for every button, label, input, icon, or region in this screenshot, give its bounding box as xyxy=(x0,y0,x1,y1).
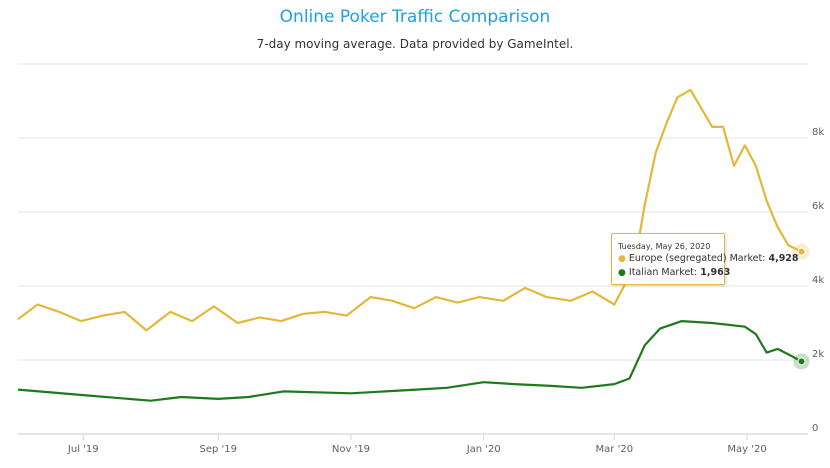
series-line-1 xyxy=(17,320,803,402)
y-tick-label: 4k xyxy=(812,275,824,286)
y-tick-label: 2k xyxy=(812,349,824,360)
hover-marker-0 xyxy=(797,247,806,256)
tooltip-row-europe: ● Europe (segregated) Market: 4,928 xyxy=(618,253,799,264)
tooltip: Tuesday, May 26, 2020 ● Europe (segregat… xyxy=(611,233,799,285)
x-tick-label: Sep '19 xyxy=(199,444,237,455)
series-layer xyxy=(17,88,803,402)
y-tick-label: 6k xyxy=(812,201,824,212)
tooltip-europe-label: Europe (segregated) Market xyxy=(628,253,763,264)
europe-dot-icon: ● xyxy=(618,254,626,264)
marker-layer xyxy=(793,243,810,370)
chart-title: Online Poker Traffic Comparison xyxy=(279,7,551,27)
axis-layer: 0 2k 4k 6k 8k Jul '19 Sep '19 Nov '19 Jan '20 Mar… xyxy=(67,127,824,455)
y-tick-label: 8k xyxy=(812,127,824,138)
grid-layer xyxy=(18,63,808,435)
tooltip-date: Tuesday, May 26, 2020 xyxy=(618,242,711,251)
chart-subtitle: 7-day moving average. Data provided by G… xyxy=(256,37,574,51)
x-tick-label: Mar '20 xyxy=(596,444,634,455)
hover-marker-1 xyxy=(797,357,806,366)
x-tick-label: Jul '19 xyxy=(67,444,99,455)
italy-dot-icon: ● xyxy=(618,268,626,278)
tooltip-europe-value: 4,928 xyxy=(768,253,799,264)
tooltip-italy-label: Italian Market xyxy=(628,267,695,278)
x-tick-label: May '20 xyxy=(727,444,766,455)
x-tick-label: Jan '20 xyxy=(466,444,501,455)
series-line-0 xyxy=(17,88,802,332)
y-tick-label: 0 xyxy=(812,423,818,434)
x-tick-label: Nov '19 xyxy=(332,444,370,455)
tooltip-row-italy: ● Italian Market: 1,963 xyxy=(618,267,731,278)
tooltip-italy-value: 1,963 xyxy=(700,267,731,278)
